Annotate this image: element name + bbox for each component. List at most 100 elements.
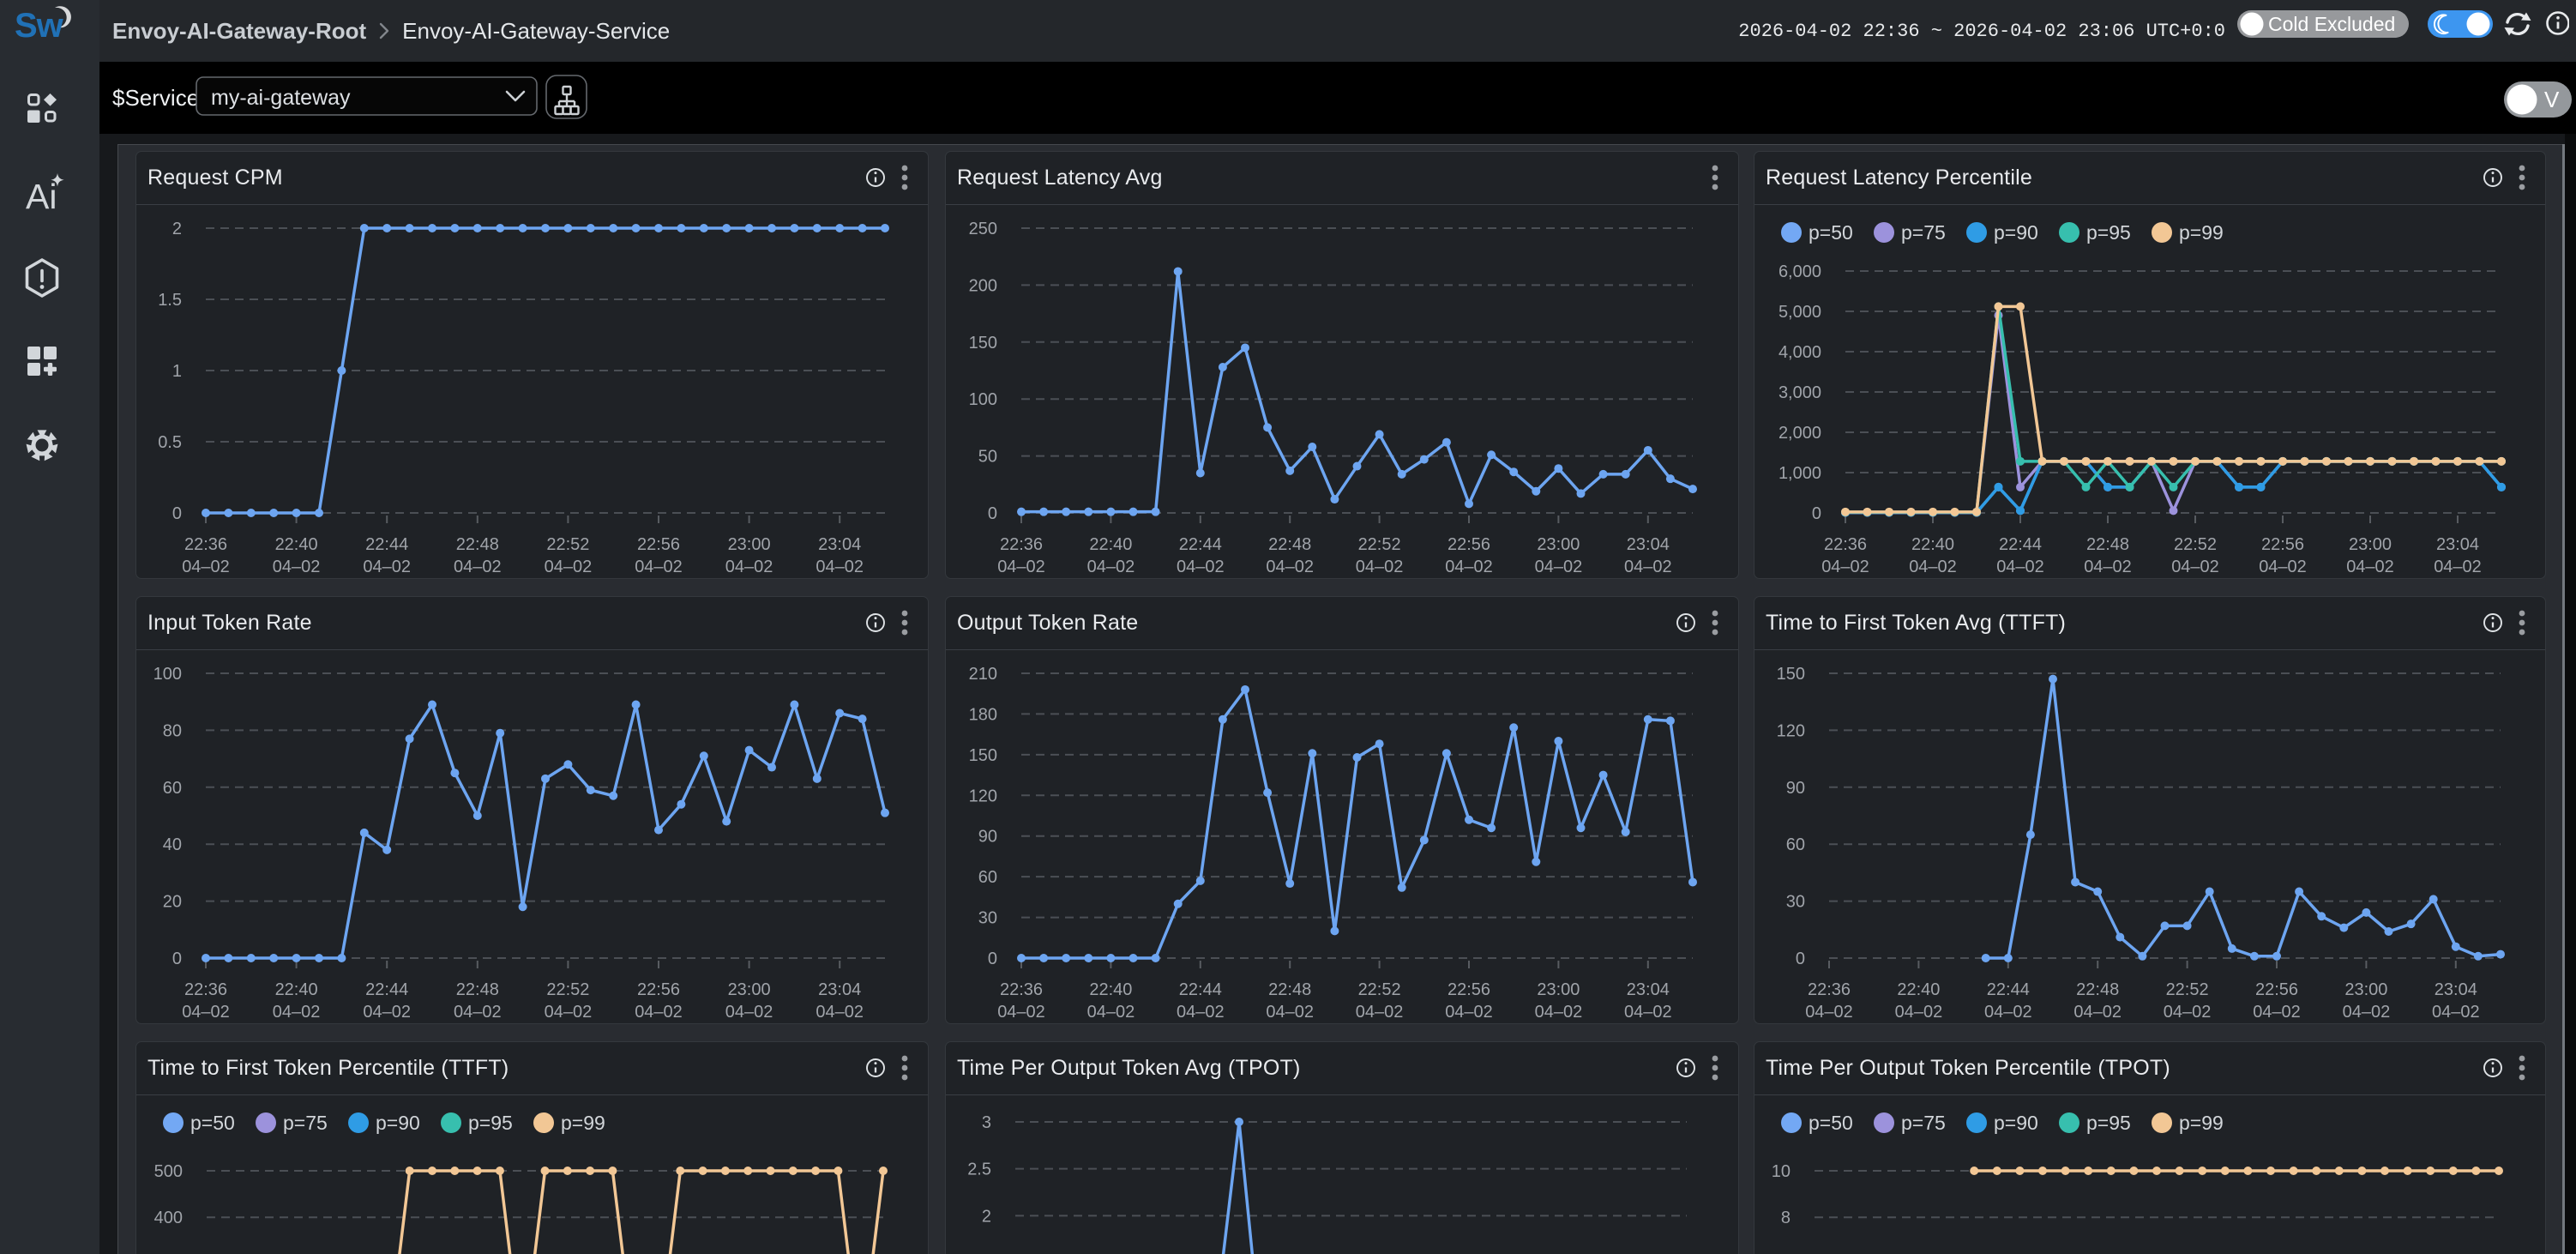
svg-text:22:40: 22:40 [1089, 535, 1132, 554]
svg-text:04–02: 04–02 [363, 1003, 411, 1022]
svg-text:22:56: 22:56 [1447, 535, 1490, 554]
svg-text:2: 2 [172, 220, 182, 238]
svg-text:22:56: 22:56 [2261, 535, 2304, 554]
svg-text:0: 0 [1796, 950, 1805, 968]
svg-text:120: 120 [969, 787, 997, 805]
svg-text:400: 400 [154, 1209, 183, 1227]
svg-text:23:04: 23:04 [1627, 535, 1670, 554]
svg-text:1,000: 1,000 [1779, 464, 1821, 483]
svg-text:150: 150 [969, 334, 997, 353]
svg-text:50: 50 [978, 448, 997, 467]
svg-text:p=95: p=95 [2086, 221, 2131, 244]
svg-text:22:56: 22:56 [637, 980, 680, 999]
svg-text:p=75: p=75 [283, 1112, 328, 1134]
svg-text:04–02: 04–02 [1266, 558, 1314, 576]
svg-text:04–02: 04–02 [2346, 558, 2394, 576]
svg-text:3,000: 3,000 [1779, 383, 1821, 402]
svg-text:210: 210 [969, 665, 997, 684]
svg-text:20: 20 [163, 893, 182, 912]
svg-text:22:52: 22:52 [1358, 535, 1401, 554]
svg-text:23:04: 23:04 [818, 535, 861, 554]
svg-text:22:40: 22:40 [275, 980, 318, 999]
svg-text:23:00: 23:00 [728, 535, 771, 554]
svg-text:p=90: p=90 [1994, 1112, 2038, 1134]
svg-text:200: 200 [969, 276, 997, 295]
svg-text:22:36: 22:36 [184, 535, 227, 554]
svg-text:04–02: 04–02 [2343, 1003, 2391, 1022]
svg-text:22:40: 22:40 [1897, 980, 1940, 999]
svg-text:04–02: 04–02 [1996, 558, 2044, 576]
svg-text:04–02: 04–02 [1266, 1003, 1314, 1022]
svg-text:04–02: 04–02 [635, 1003, 683, 1022]
svg-text:04–02: 04–02 [1445, 1003, 1493, 1022]
svg-text:p=99: p=99 [2179, 221, 2224, 244]
svg-text:04–02: 04–02 [454, 558, 502, 576]
svg-text:6,000: 6,000 [1779, 262, 1821, 281]
svg-text:5,000: 5,000 [1779, 303, 1821, 322]
svg-text:22:40: 22:40 [1089, 980, 1132, 999]
svg-text:100: 100 [153, 665, 182, 684]
svg-text:04–02: 04–02 [1909, 558, 1957, 576]
svg-text:2,000: 2,000 [1779, 424, 1821, 443]
svg-text:150: 150 [1777, 665, 1805, 684]
svg-text:p=50: p=50 [190, 1112, 235, 1134]
svg-text:04–02: 04–02 [2432, 1003, 2480, 1022]
svg-text:23:04: 23:04 [1627, 980, 1670, 999]
svg-text:3: 3 [982, 1113, 991, 1132]
svg-text:04–02: 04–02 [725, 558, 773, 576]
svg-text:22:48: 22:48 [1268, 980, 1311, 999]
svg-text:90: 90 [1786, 779, 1805, 798]
svg-text:0: 0 [988, 504, 997, 523]
svg-text:22:36: 22:36 [1000, 980, 1043, 999]
svg-text:23:00: 23:00 [1537, 980, 1580, 999]
svg-text:04–02: 04–02 [363, 558, 411, 576]
svg-text:p=99: p=99 [2179, 1112, 2224, 1134]
svg-text:2: 2 [982, 1207, 991, 1226]
svg-text:04–02: 04–02 [635, 558, 683, 576]
svg-text:22:44: 22:44 [1179, 980, 1222, 999]
svg-text:23:04: 23:04 [818, 980, 861, 999]
svg-text:Ai: Ai [26, 177, 57, 216]
svg-text:100: 100 [969, 390, 997, 409]
svg-text:60: 60 [163, 779, 182, 798]
svg-text:23:00: 23:00 [2349, 535, 2392, 554]
svg-text:22:52: 22:52 [546, 535, 589, 554]
svg-text:04–02: 04–02 [2164, 1003, 2212, 1022]
svg-text:04–02: 04–02 [1624, 558, 1672, 576]
svg-text:p=99: p=99 [561, 1112, 605, 1134]
svg-text:p=95: p=95 [2086, 1112, 2131, 1134]
svg-text:90: 90 [978, 828, 997, 847]
svg-text:04–02: 04–02 [2259, 558, 2307, 576]
svg-text:22:36: 22:36 [1808, 980, 1851, 999]
svg-text:22:56: 22:56 [637, 535, 680, 554]
svg-text:22:40: 22:40 [1911, 535, 1954, 554]
svg-text:0.5: 0.5 [158, 433, 182, 452]
svg-text:30: 30 [978, 909, 997, 928]
svg-text:1.5: 1.5 [158, 291, 182, 310]
svg-text:22:36: 22:36 [1000, 535, 1043, 554]
svg-text:04–02: 04–02 [1984, 1003, 2032, 1022]
svg-text:22:44: 22:44 [365, 980, 408, 999]
svg-text:60: 60 [978, 868, 997, 887]
svg-text:30: 30 [1786, 893, 1805, 912]
svg-text:1: 1 [172, 362, 182, 381]
svg-text:p=50: p=50 [1809, 1112, 1853, 1134]
svg-text:p=95: p=95 [468, 1112, 513, 1134]
svg-text:22:40: 22:40 [275, 535, 318, 554]
svg-text:500: 500 [154, 1162, 183, 1181]
svg-text:60: 60 [1786, 835, 1805, 854]
svg-text:22:48: 22:48 [2076, 980, 2119, 999]
svg-text:22:36: 22:36 [1824, 535, 1867, 554]
svg-text:23:00: 23:00 [2344, 980, 2387, 999]
svg-text:Sw: Sw [15, 7, 64, 45]
svg-text:0: 0 [172, 950, 182, 968]
svg-text:40: 40 [163, 835, 182, 854]
svg-text:04–02: 04–02 [1535, 1003, 1583, 1022]
svg-text:23:00: 23:00 [1537, 535, 1580, 554]
svg-text:22:52: 22:52 [1358, 980, 1401, 999]
svg-text:04–02: 04–02 [1805, 1003, 1853, 1022]
svg-text:04–02: 04–02 [997, 1003, 1045, 1022]
svg-text:0: 0 [1812, 504, 1821, 523]
svg-text:p=75: p=75 [1901, 1112, 1946, 1134]
svg-text:04–02: 04–02 [1895, 1003, 1943, 1022]
